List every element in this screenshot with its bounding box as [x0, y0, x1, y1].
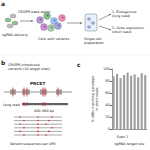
- svg-text:% UMIs matching genotype: % UMIs matching genotype: [91, 75, 95, 123]
- svg-text:60: 60: [105, 91, 110, 95]
- svg-text:Long read: Long read: [3, 103, 20, 107]
- svg-text:100: 100: [103, 67, 111, 71]
- svg-text:0: 0: [107, 127, 110, 131]
- svg-text:Variant sequences per UMI: Variant sequences per UMI: [10, 142, 55, 146]
- svg-text:80: 80: [105, 79, 110, 83]
- svg-text:Cells with variants: Cells with variants: [38, 37, 69, 41]
- svg-text:a: a: [1, 0, 5, 7]
- svg-text:b: b: [1, 59, 6, 66]
- svg-text:c: c: [77, 61, 81, 68]
- svg-text:CRISPR base editor: CRISPR base editor: [18, 10, 51, 14]
- svg-text:Exon 2: Exon 2: [117, 135, 129, 139]
- svg-text:sgRNA target site: sgRNA target site: [115, 142, 145, 146]
- svg-text:40: 40: [105, 103, 110, 107]
- svg-text:Single-cellpreparation: Single-cellpreparation: [84, 37, 104, 45]
- svg-text:CRISPR-introducedvariants (10: CRISPR-introducedvariants (10 target sit…: [8, 63, 51, 71]
- svg-text:1. Endogenous(long read): 1. Endogenous(long read): [112, 10, 137, 18]
- svg-text:PRCKT: PRCKT: [30, 81, 46, 86]
- svg-text:2. Gene expression(short read): 2. Gene expression(short read): [112, 26, 144, 34]
- svg-text:sgRNA delivery: sgRNA delivery: [2, 33, 28, 37]
- svg-text:20: 20: [105, 115, 110, 119]
- svg-text:400–600 bp: 400–600 bp: [34, 109, 54, 113]
- svg-text:in short reads: in short reads: [95, 87, 99, 111]
